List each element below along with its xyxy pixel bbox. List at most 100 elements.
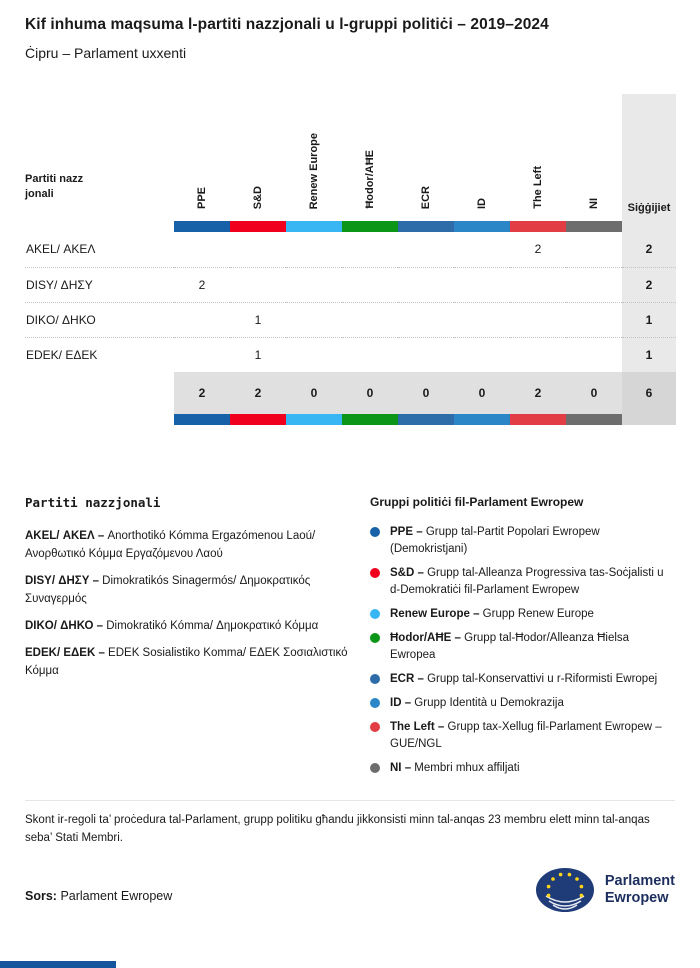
seat-cell xyxy=(566,301,622,337)
greens-color-bar xyxy=(342,221,398,232)
group-legend-text: Ħodor/AĦE – Grupp tal-Ħodor/Alleanza Ħie… xyxy=(390,632,630,661)
group-legend-item: S&D – Grupp tal-Alleanza Progressiva tas… xyxy=(370,565,675,599)
ecr-color-bar xyxy=(398,221,454,232)
group-legend-text: The Left – Grupp tax-Xellug fil-Parlamen… xyxy=(390,721,662,750)
ep-logo: Parlament Ewropew xyxy=(535,867,675,913)
table-row: EDEK/ ΕΔΕΚ 1 1 xyxy=(25,336,676,372)
party-name: AKEL/ ΑΚΕΛ xyxy=(26,242,96,257)
source-value: Parlament Ewropew xyxy=(60,889,173,903)
group-legend-text: PPE – Grupp tal-Partit Popolari Ewropew … xyxy=(390,526,600,555)
renew-color-dot xyxy=(370,609,380,619)
party-name: DISY/ ΔΗΣΥ xyxy=(25,266,174,302)
seat-cell: 2 xyxy=(534,242,542,257)
seat-cell xyxy=(566,232,622,267)
renew-color-bar xyxy=(286,414,342,425)
seat-cell xyxy=(398,266,454,302)
column-header-id: ID xyxy=(476,198,488,209)
group-legend-item: ECR – Grupp tal-Konservattivi u r-Riform… xyxy=(370,671,675,688)
total-cell: 2 xyxy=(510,372,566,414)
party-legend-item-desc: Anorthotikó Kómma Ergazómenou Laoú/ Ανορ… xyxy=(25,530,316,560)
grand-total-cell: 6 xyxy=(622,372,676,414)
group-legend-text: S&D – Grupp tal-Alleanza Progressiva tas… xyxy=(390,567,664,596)
group-legend-title: Gruppi politiċi fil-Parlament Ewropew xyxy=(370,495,584,509)
source-label: Sors: xyxy=(25,889,57,903)
seat-cell xyxy=(286,301,342,337)
party-legend: Partiti nazzjonali AKEL/ ΑΚΕΛ – Anorthot… xyxy=(25,495,370,784)
total-cell: 0 xyxy=(286,372,342,414)
greens-color-dot xyxy=(370,633,380,643)
table-row: AKEL/ ΑΚΕΛ 2 2 xyxy=(25,232,676,267)
row-header-label: Partiti nazzjonali xyxy=(25,173,84,200)
greens-color-bar xyxy=(342,414,398,425)
sd-color-dot xyxy=(370,568,380,578)
footer: Sors: Parlament Ewropew Parlament Ewrope… xyxy=(25,867,675,913)
totals-row: 2 2 0 0 0 0 2 0 6 xyxy=(25,372,676,414)
party-legend-item-name: EDEK/ ΕΔΕΚ – xyxy=(25,647,105,659)
total-cell: 2 xyxy=(230,372,286,414)
legend-section: Partiti nazzjonali AKEL/ ΑΚΕΛ – Anorthot… xyxy=(25,495,675,784)
ni-color-bar xyxy=(566,414,622,425)
group-legend-item: Ħodor/AĦE – Grupp tal-Ħodor/Alleanza Ħie… xyxy=(370,630,675,664)
ep-logo-line1: Parlament xyxy=(604,873,675,889)
party-legend-item: DISY/ ΔΗΣΥ – Dimokratikós Sinagermós/ Δη… xyxy=(25,572,350,608)
party-legend-item-desc: Dimokratikós Sinagermós/ Δημοκρατικός Συ… xyxy=(25,575,311,605)
ecr-color-dot xyxy=(370,674,380,684)
ep-logo-icon xyxy=(535,868,594,912)
total-cell: 2 xyxy=(174,372,230,414)
table-row: DIKO/ ΔΗΚΟ 1 1 xyxy=(25,301,676,337)
seat-cell xyxy=(510,266,566,302)
total-cell: 0 xyxy=(454,372,510,414)
theleft-color-bar xyxy=(510,221,566,232)
party-legend-item-desc: Dimokratikó Kómma/ Δημοκρατικό Κόμμα xyxy=(106,620,319,632)
ni-color-bar xyxy=(566,221,622,232)
seats-bar-end-cell xyxy=(622,414,676,425)
sd-color-bar xyxy=(230,221,286,232)
seat-cell xyxy=(342,266,398,302)
ni-color-dot xyxy=(370,763,380,773)
seat-cell: 1 xyxy=(230,301,286,337)
party-legend-item: AKEL/ ΑΚΕΛ – Anorthotikó Kómma Ergazómen… xyxy=(25,527,350,563)
procedure-note: Skont ir-regoli ta’ proċedura tal-Parlam… xyxy=(25,800,675,847)
party-legend-item: EDEK/ ΕΔΕΚ – EDEK Sosialistiko Komma/ ΕΔ… xyxy=(25,644,350,680)
seat-cell xyxy=(286,336,342,372)
column-header-greens: Ħodor/AĦE xyxy=(364,150,376,209)
group-legend-item: The Left – Grupp tax-Xellug fil-Parlamen… xyxy=(370,719,675,753)
total-cell: 0 xyxy=(342,372,398,414)
seat-cell: 2 xyxy=(174,266,230,302)
seat-cell xyxy=(286,232,342,267)
seat-cell xyxy=(342,232,398,267)
seat-cell xyxy=(398,232,454,267)
row-seats-cell: 2 xyxy=(622,232,676,267)
row-seats-cell: 1 xyxy=(622,301,676,337)
id-color-bar xyxy=(454,221,510,232)
id-color-bar xyxy=(454,414,510,425)
page-subtitle: Ċipru – Parlament uxxenti xyxy=(25,45,187,61)
party-legend-item-name: DIKO/ ΔΗΚΟ – xyxy=(25,620,104,632)
column-header-renew: Renew Europe xyxy=(308,132,320,209)
sd-color-bar xyxy=(230,414,286,425)
party-legend-title: Partiti nazzjonali xyxy=(25,495,161,510)
bottom-accent-bar xyxy=(0,961,116,968)
party-name: EDEK/ ΕΔΕΚ xyxy=(25,336,174,372)
seat-cell xyxy=(174,232,230,267)
seat-cell xyxy=(174,336,230,372)
source-line: Sors: Parlament Ewropew xyxy=(25,889,172,903)
column-header-sd: S&D xyxy=(252,185,264,209)
group-legend-item: Renew Europe – Grupp Renew Europe xyxy=(370,606,675,623)
ecr-color-bar xyxy=(398,414,454,425)
column-header-ppe: PPE xyxy=(196,186,208,209)
party-legend-item-desc: EDEK Sosialistiko Komma/ ΕΔΕΚ Σοσιαλιστι… xyxy=(25,647,348,677)
seat-cell xyxy=(286,266,342,302)
theleft-color-dot xyxy=(370,722,380,732)
party-legend-item: DIKO/ ΔΗΚΟ – Dimokratikó Kómma/ Δημοκρατ… xyxy=(25,617,350,635)
group-legend: Gruppi politiċi fil-Parlament Ewropew PP… xyxy=(370,495,675,784)
seat-cell xyxy=(510,301,566,337)
group-legend-item: ID – Grupp Identità u Demokrazija xyxy=(370,695,675,712)
group-legend-item: PPE – Grupp tal-Partit Popolari Ewropew … xyxy=(370,524,675,558)
bar-spacer xyxy=(25,414,174,425)
group-legend-text: NI – Membri mhux affiljati xyxy=(390,762,520,774)
bar-spacer xyxy=(25,221,174,232)
seat-cell xyxy=(174,301,230,337)
ppe-color-dot xyxy=(370,527,380,537)
